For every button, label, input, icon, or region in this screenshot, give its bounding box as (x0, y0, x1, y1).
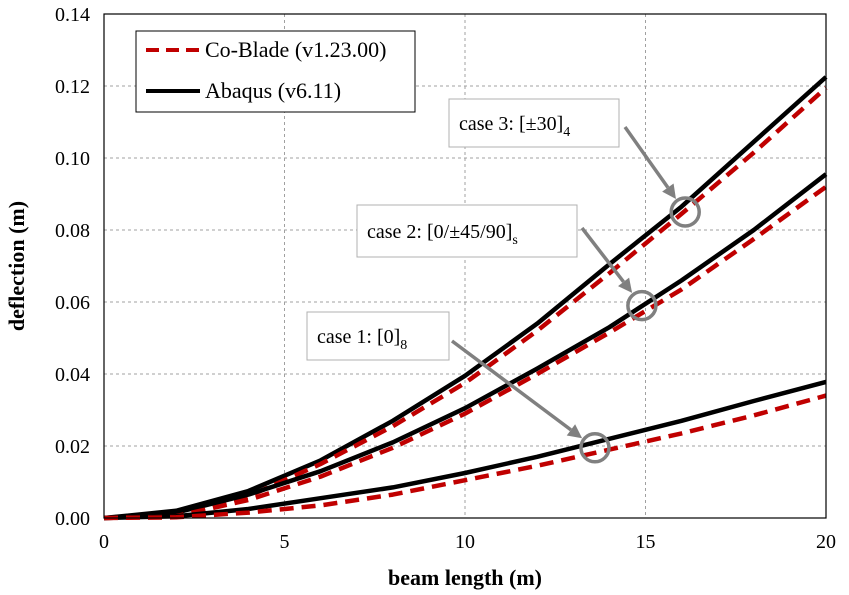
series-line-case1-coblade (103, 393, 827, 521)
legend-label-abaqus: Abaqus (v6.11) (205, 78, 341, 103)
series-line-case3-abaqus (103, 75, 828, 521)
legend: Co-Blade (v1.23.00) Abaqus (v6.11) (135, 30, 416, 113)
annotation-arrowhead-3 (566, 424, 583, 439)
y-tick-label-2: 0.04 (55, 364, 90, 386)
y-tick-label-1: 0.02 (55, 436, 90, 458)
annotation-arrowhead-2 (618, 277, 633, 293)
x-tick-label-1: 5 (280, 531, 290, 553)
x-tick-label-2: 10 (455, 531, 475, 553)
annotations: case 3: [±30]4 case 2: [0/±45/90]s case 1:… (306, 98, 701, 464)
series-lines (103, 75, 828, 521)
annotation-box-1 (448, 98, 620, 148)
series-line-case2-abaqus (103, 172, 828, 521)
annotation-label-2: case 2: [0/±45/90]s (367, 221, 518, 248)
annotation-circle-3 (579, 432, 611, 464)
x-tick-label-0: 0 (99, 531, 109, 553)
annotation-3: case 1: [0]8 (306, 311, 611, 464)
annotation-arrowhead-1 (662, 183, 676, 199)
annotation-circle-2 (626, 289, 658, 322)
annotation-1: case 3: [±30]4 (448, 98, 701, 228)
annotation-box-2 (356, 204, 578, 258)
plot-border (103, 13, 827, 519)
y-tick-label-5: 0.10 (55, 148, 90, 170)
x-tick-label-4: 20 (816, 531, 836, 553)
x-tick-label-3: 15 (636, 531, 656, 553)
y-tick-label-4: 0.08 (55, 220, 90, 242)
annotation-arrow-3 (450, 339, 572, 432)
y-tick-label-6: 0.12 (55, 76, 90, 98)
x-axis-title: beam length (m) (388, 565, 542, 590)
legend-label-coblade: Co-Blade (v1.23.00) (205, 37, 386, 62)
legend-box (135, 30, 416, 113)
annotation-arrow-2 (580, 226, 625, 283)
y-tick-label-3: 0.06 (55, 292, 90, 314)
annotation-label-1: case 3: [±30]4 (459, 113, 570, 140)
annotation-2: case 2: [0/±45/90]s (356, 204, 658, 322)
annotation-circle-1 (669, 196, 701, 228)
y-tick-label-7: 0.14 (55, 4, 90, 26)
annotation-arrow-1 (623, 125, 670, 189)
series-line-case3-coblade (103, 86, 828, 521)
series-line-case2-coblade (103, 184, 828, 521)
annotation-box-3 (306, 311, 450, 361)
y-tick-label-0: 0.00 (55, 508, 90, 530)
axis-ticks: 0 5 10 15 20 0.00 0.02 0.04 0.06 0.08 0.10 0.12 0.14 (55, 4, 836, 553)
series-line-case1-abaqus (103, 379, 827, 521)
annotation-label-3: case 1: [0]8 (317, 326, 407, 353)
y-axis-title: deflection (m) (4, 201, 29, 331)
